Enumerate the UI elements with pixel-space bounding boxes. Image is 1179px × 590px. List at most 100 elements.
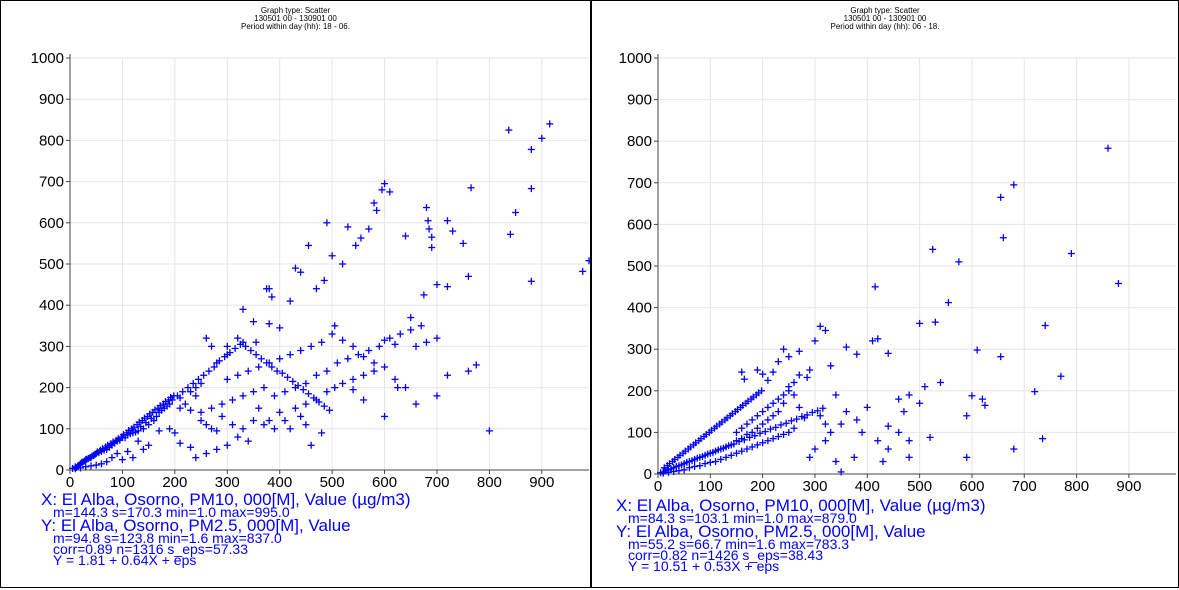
data-point xyxy=(803,411,811,419)
data-point xyxy=(1057,372,1065,380)
data-point xyxy=(997,193,1005,201)
data-point xyxy=(108,454,116,462)
data-point xyxy=(579,267,587,275)
data-point xyxy=(696,462,704,470)
data-point xyxy=(349,342,357,350)
data-point xyxy=(135,418,143,426)
data-point xyxy=(685,464,693,472)
data-point xyxy=(394,384,402,392)
data-point xyxy=(114,435,122,443)
correlation-stats: corr=0.89 n=1316 s_eps=57.33 xyxy=(53,541,248,557)
data-point xyxy=(675,467,683,475)
data-point xyxy=(997,353,1005,361)
data-point xyxy=(769,399,777,407)
data-point xyxy=(787,417,795,425)
data-point xyxy=(769,435,777,443)
data-point xyxy=(759,408,767,416)
data-point xyxy=(905,391,913,399)
data-point xyxy=(265,359,273,367)
data-point xyxy=(257,355,265,363)
regression-equation: Y = 1.81 + 0.64X + eps xyxy=(53,552,197,568)
data-point xyxy=(147,415,155,422)
data-point xyxy=(672,463,680,471)
data-point xyxy=(255,363,263,371)
chart-header: Graph type: Scatter 130501 00 - 130901 0… xyxy=(592,7,1178,31)
data-point xyxy=(391,340,399,348)
data-point xyxy=(973,346,981,354)
data-point xyxy=(170,392,178,400)
data-point xyxy=(118,456,126,464)
y-tick-label: 300 xyxy=(627,341,652,358)
data-point xyxy=(192,384,200,392)
data-point xyxy=(331,322,339,330)
data-point xyxy=(197,379,205,387)
data-point xyxy=(505,126,513,134)
data-point xyxy=(790,424,798,432)
data-point xyxy=(449,227,457,235)
data-point xyxy=(249,417,257,425)
data-point xyxy=(837,420,845,428)
data-point xyxy=(323,388,331,396)
x-tick-label: 600 xyxy=(372,474,397,491)
data-point xyxy=(365,225,373,233)
data-point xyxy=(816,322,824,330)
data-point xyxy=(764,437,772,445)
data-point xyxy=(273,367,281,375)
data-point xyxy=(326,406,333,414)
y-tick-label: 900 xyxy=(627,92,652,109)
data-point xyxy=(506,230,514,238)
data-point xyxy=(850,453,858,461)
data-point xyxy=(307,441,315,449)
data-point xyxy=(378,186,386,194)
data-point xyxy=(433,392,441,400)
y-tick-label: 1000 xyxy=(31,50,64,67)
data-point xyxy=(163,402,171,410)
data-point xyxy=(109,438,117,446)
data-point xyxy=(422,204,430,212)
data-point xyxy=(142,419,150,427)
y-tick-label: 600 xyxy=(627,216,652,233)
data-point xyxy=(978,395,986,403)
data-point xyxy=(242,342,250,350)
data-point xyxy=(1031,388,1039,396)
data-point xyxy=(738,447,746,455)
data-point xyxy=(769,412,777,420)
data-point xyxy=(236,340,244,348)
data-point xyxy=(291,264,299,272)
data-point xyxy=(360,396,368,404)
data-point xyxy=(297,412,305,420)
data-point xyxy=(905,453,913,461)
data-point xyxy=(234,334,242,342)
x-tick-label: 900 xyxy=(1116,478,1141,495)
data-point xyxy=(333,359,341,367)
data-point xyxy=(305,241,313,249)
data-point xyxy=(189,379,197,387)
x-tick-label: 800 xyxy=(1064,478,1089,495)
data-point xyxy=(412,342,420,350)
scatter-plot: 0 100 200 300 400 500 600 700 800 900 1000 0 100 200 3… xyxy=(31,50,590,491)
data-point xyxy=(344,355,352,363)
data-point xyxy=(161,398,169,406)
x-tick-label: 0 xyxy=(654,478,662,495)
data-point xyxy=(722,453,730,461)
data-point xyxy=(286,351,294,359)
y-tick-label: 0 xyxy=(56,462,64,479)
data-point xyxy=(234,371,242,379)
data-point xyxy=(664,468,672,476)
data-point xyxy=(774,358,782,366)
data-point xyxy=(289,377,297,385)
data-point xyxy=(352,241,360,249)
data-point xyxy=(97,460,105,468)
data-point xyxy=(284,373,292,381)
data-point xyxy=(396,330,404,338)
data-point xyxy=(832,391,840,399)
data-point xyxy=(155,427,163,435)
data-point xyxy=(328,252,336,260)
data-point xyxy=(252,338,260,346)
data-point xyxy=(712,458,720,466)
data-point xyxy=(981,401,989,409)
data-point xyxy=(145,441,153,449)
data-point xyxy=(202,334,210,342)
data-point xyxy=(688,457,696,465)
data-point xyxy=(218,400,226,408)
